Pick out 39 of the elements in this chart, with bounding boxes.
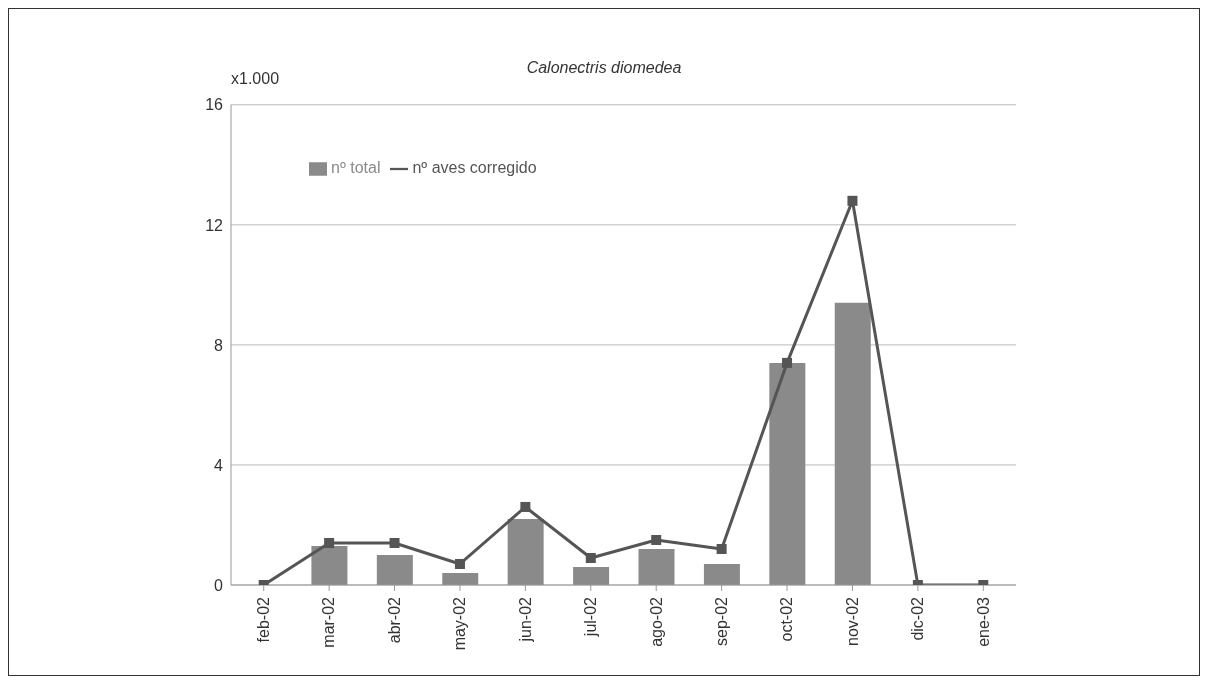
y-axis-title: x1.000 <box>231 70 280 88</box>
y-tick-label: 16 <box>205 96 224 114</box>
y-tick-label: 0 <box>214 576 224 594</box>
bar <box>311 545 348 585</box>
x-tick-label: dic-02 <box>909 596 927 641</box>
x-tick-label: jun-02 <box>516 596 534 643</box>
y-tick-label: 12 <box>205 216 224 234</box>
x-tick-label: ago-02 <box>647 596 665 647</box>
bar <box>703 563 740 585</box>
bar <box>834 302 871 585</box>
bar <box>638 548 675 585</box>
point <box>324 537 335 548</box>
x-tick-label: may-02 <box>451 596 469 651</box>
bar <box>507 518 544 585</box>
x-tick-label: mar-02 <box>320 596 338 648</box>
chart-title: Calonectris diomedea <box>526 59 682 76</box>
y-tick-label: 4 <box>214 456 224 474</box>
point <box>716 543 727 554</box>
point <box>585 552 596 563</box>
x-tick-label: abr-02 <box>385 596 403 644</box>
y-tick-label: 8 <box>214 336 224 354</box>
x-tick-label: ene-03 <box>974 596 992 647</box>
point <box>454 558 465 569</box>
x-tick-label: nov-02 <box>843 596 861 646</box>
bar <box>442 572 479 585</box>
point <box>782 357 793 368</box>
bar <box>769 362 806 585</box>
x-tick-label: feb-02 <box>255 596 273 643</box>
bar <box>573 566 610 585</box>
x-tick-label: jul-02 <box>582 596 600 638</box>
point <box>520 501 531 512</box>
legend-label: nº total <box>331 159 381 176</box>
bar <box>376 554 413 585</box>
point <box>651 534 662 545</box>
x-tick-label: oct-02 <box>778 596 796 642</box>
x-tick-label: sep-02 <box>712 596 730 646</box>
point <box>847 195 858 206</box>
point <box>389 537 400 548</box>
legend-label: nº aves corregido <box>412 159 537 176</box>
